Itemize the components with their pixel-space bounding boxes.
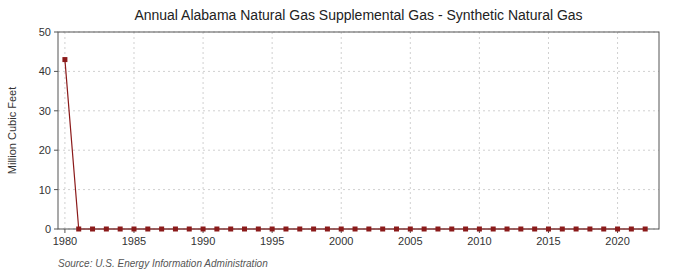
- marker: [159, 227, 164, 232]
- marker: [629, 227, 634, 232]
- tick-label: 2010: [467, 235, 491, 247]
- marker: [339, 227, 344, 232]
- grid-line: [410, 32, 411, 229]
- marker: [491, 227, 496, 232]
- axes: 0 10 20 30 40 50 1980 1985 1990 1995 2000 2005 2010 2…: [39, 26, 659, 247]
- marker: [518, 227, 523, 232]
- tick-label: 20: [39, 144, 51, 156]
- tick-label: 2020: [605, 235, 629, 247]
- tick-label: 1985: [122, 235, 146, 247]
- marker: [408, 227, 413, 232]
- tick-mark: [54, 150, 58, 151]
- marker: [643, 227, 648, 232]
- axis-label: Million Cubic Feet: [6, 87, 18, 174]
- title: Annual Alabama Natural Gas Supplemental …: [134, 7, 582, 23]
- marker: [505, 227, 510, 232]
- series: [62, 57, 647, 231]
- grid-line: [58, 110, 659, 111]
- marker: [463, 227, 468, 232]
- marker: [104, 227, 109, 232]
- marker: [601, 227, 606, 232]
- tick-mark: [54, 32, 58, 33]
- grid-line: [617, 32, 618, 229]
- marker: [187, 227, 192, 232]
- marker: [76, 227, 81, 232]
- tick-mark: [64, 229, 65, 233]
- marker: [297, 227, 302, 232]
- annotation: Source: U.S. Energy Information Administ…: [58, 258, 268, 269]
- tick-label: 50: [39, 26, 51, 38]
- tick-label: 40: [39, 65, 51, 77]
- grid-line: [341, 32, 342, 229]
- tick-label: 0: [45, 223, 51, 235]
- tick-mark: [54, 189, 58, 190]
- grid-line: [58, 71, 659, 72]
- grid-line: [58, 150, 659, 151]
- marker: [560, 227, 565, 232]
- marker: [131, 227, 136, 232]
- marker: [449, 227, 454, 232]
- marker: [380, 227, 385, 232]
- marker: [532, 227, 537, 232]
- tick-label: 1980: [53, 235, 77, 247]
- marker: [256, 227, 261, 232]
- plot-frame: [58, 32, 659, 229]
- marker: [366, 227, 371, 232]
- grid: [58, 32, 659, 229]
- marker: [214, 227, 219, 232]
- marker: [325, 227, 330, 232]
- grid-line: [479, 32, 480, 229]
- tick-label: 30: [39, 105, 51, 117]
- grid-line: [58, 189, 659, 190]
- marker: [228, 227, 233, 232]
- grid-line: [133, 32, 134, 229]
- tick-label: 2000: [329, 235, 353, 247]
- marker: [477, 227, 482, 232]
- line: [65, 60, 645, 229]
- marker: [201, 227, 206, 232]
- marker: [587, 227, 592, 232]
- marker: [173, 227, 178, 232]
- marker: [90, 227, 95, 232]
- grid-line: [203, 32, 204, 229]
- plot-area: [58, 32, 659, 229]
- tick-label: 2005: [398, 235, 422, 247]
- marker: [435, 227, 440, 232]
- tick-mark: [54, 71, 58, 72]
- marker: [145, 227, 150, 232]
- grid-line: [548, 32, 549, 229]
- tick-mark: [54, 229, 58, 230]
- marker: [353, 227, 358, 232]
- marker: [118, 227, 123, 232]
- marker: [242, 227, 247, 232]
- tick-label: 2015: [536, 235, 560, 247]
- marker: [394, 227, 399, 232]
- marker: [283, 227, 288, 232]
- marker: [422, 227, 427, 232]
- tick-label: 10: [39, 184, 51, 196]
- tick-label: 1990: [191, 235, 215, 247]
- marker: [615, 227, 620, 232]
- chart: 0 10 20 30 40 50 1980 1985 1990 1995 2000 2005 2010 2…: [0, 0, 675, 275]
- marker: [62, 57, 67, 62]
- tick-label: 1995: [260, 235, 284, 247]
- marker: [546, 227, 551, 232]
- marker: [270, 227, 275, 232]
- tick-mark: [54, 110, 58, 111]
- grid-line: [272, 32, 273, 229]
- marker: [574, 227, 579, 232]
- marker: [311, 227, 316, 232]
